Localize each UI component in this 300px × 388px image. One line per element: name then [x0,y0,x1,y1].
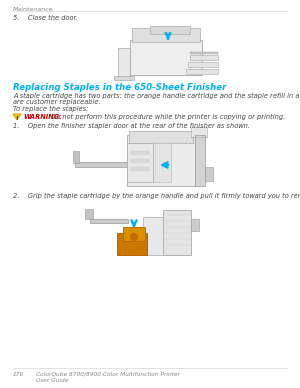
Text: A staple cartridge has two parts: the orange handle cartridge and the staple ref: A staple cartridge has two parts: the or… [13,93,300,99]
Text: 2.    Grip the staple cartridge by the orange handle and pull it firmly toward y: 2. Grip the staple cartridge by the oran… [13,193,300,199]
FancyBboxPatch shape [90,219,128,223]
Text: are customer replaceable.: are customer replaceable. [13,99,100,105]
FancyBboxPatch shape [153,143,171,182]
Text: To replace the staples:: To replace the staples: [13,106,88,112]
FancyBboxPatch shape [118,48,130,78]
FancyBboxPatch shape [117,233,147,255]
Text: WARNING:: WARNING: [23,114,62,120]
Text: 1.    Open the finisher stapler door at the rear of the finisher as shown.: 1. Open the finisher stapler door at the… [13,123,250,129]
FancyBboxPatch shape [143,217,163,255]
Text: 176: 176 [13,372,24,377]
FancyBboxPatch shape [131,159,149,163]
Text: 5.    Close the door.: 5. Close the door. [13,15,78,21]
FancyBboxPatch shape [130,40,202,75]
FancyBboxPatch shape [150,26,190,34]
FancyBboxPatch shape [127,135,195,186]
FancyBboxPatch shape [85,209,93,219]
FancyBboxPatch shape [190,52,218,54]
FancyBboxPatch shape [73,151,79,163]
FancyBboxPatch shape [132,28,200,42]
FancyBboxPatch shape [123,227,145,241]
FancyBboxPatch shape [186,69,218,74]
FancyBboxPatch shape [127,143,153,182]
Text: Replacing Staples in the 650-Sheet Finisher: Replacing Staples in the 650-Sheet Finis… [13,83,226,92]
FancyBboxPatch shape [75,162,127,167]
Text: !: ! [16,116,18,121]
FancyBboxPatch shape [188,62,218,67]
FancyBboxPatch shape [195,135,205,186]
FancyBboxPatch shape [191,219,199,231]
FancyBboxPatch shape [163,210,191,255]
FancyBboxPatch shape [114,76,134,80]
FancyBboxPatch shape [205,167,213,181]
Polygon shape [13,114,21,120]
FancyBboxPatch shape [191,127,207,137]
Text: Maintenance: Maintenance [13,7,53,12]
FancyBboxPatch shape [131,167,149,171]
FancyBboxPatch shape [190,55,218,60]
Text: ColorQube 8700/8900 Color Multifunction Printer: ColorQube 8700/8900 Color Multifunction … [36,372,180,377]
Text: Do not perform this procedure while the printer is copying or printing.: Do not perform this procedure while the … [49,114,285,120]
FancyBboxPatch shape [129,131,193,143]
Circle shape [130,234,137,241]
FancyBboxPatch shape [131,151,149,155]
Text: User Guide: User Guide [36,378,68,383]
